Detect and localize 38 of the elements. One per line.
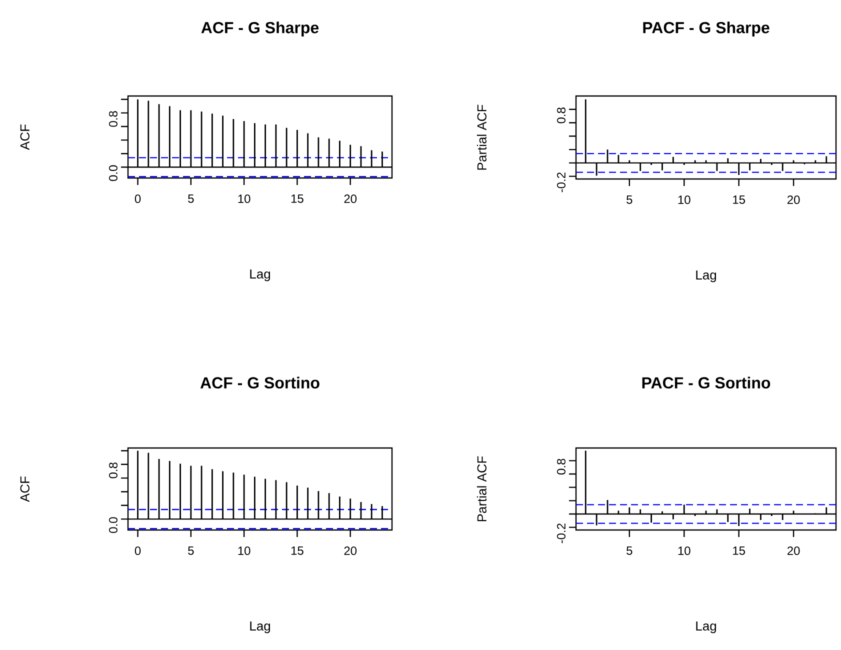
y-axis-title: ACF [20,124,30,150]
x-axis-title: Lag [250,270,270,282]
x-tick-label: 0 [134,194,141,204]
x-tick-label: 10 [678,546,690,556]
x-tick-label: 15 [291,194,304,203]
x-axis-title: Lag [250,622,270,634]
y-tick-label: 0.8 [108,462,118,478]
x-tick-label: 15 [291,546,304,555]
x-tick-label: 0 [134,546,141,556]
chart-title: PACF - G Sortino [642,376,770,388]
x-tick-label: 15 [733,196,746,204]
chart-title: PACF - G Sharpe [643,22,770,37]
y-tick-label: 0.8 [108,111,118,127]
x-tick-label: 15 [733,546,746,555]
x-tick-label: 5 [188,546,194,555]
x-tick-label: 5 [626,546,632,555]
y-tick-label: -0.2 [556,172,566,192]
x-tick-label: 20 [787,546,800,556]
x-tick-label: 5 [626,196,632,204]
y-axis-title: Partial ACF [476,104,486,170]
x-axis-title: Lag [696,270,716,282]
x-tick-label: 5 [188,194,194,203]
x-tick-label: 20 [787,196,800,204]
y-tick-label: 0.0 [108,517,118,533]
x-axis-title: Lag [696,622,716,634]
x-tick-label: 20 [344,546,357,556]
x-tick-label: 10 [238,194,250,204]
x-tick-label: 10 [678,196,690,204]
y-tick-label: 0.0 [108,165,118,182]
y-tick-label: 0.8 [556,458,566,475]
y-tick-label: -0.2 [556,524,566,544]
x-tick-label: 20 [344,194,357,204]
x-tick-label: 10 [238,546,250,556]
y-axis-title: Partial ACF [476,456,486,522]
chart-title: ACF - G Sharpe [201,22,319,37]
y-tick-label: 0.8 [556,108,566,124]
chart-title: ACF - G Sortino [200,376,320,388]
y-axis-title: ACF [20,476,30,502]
